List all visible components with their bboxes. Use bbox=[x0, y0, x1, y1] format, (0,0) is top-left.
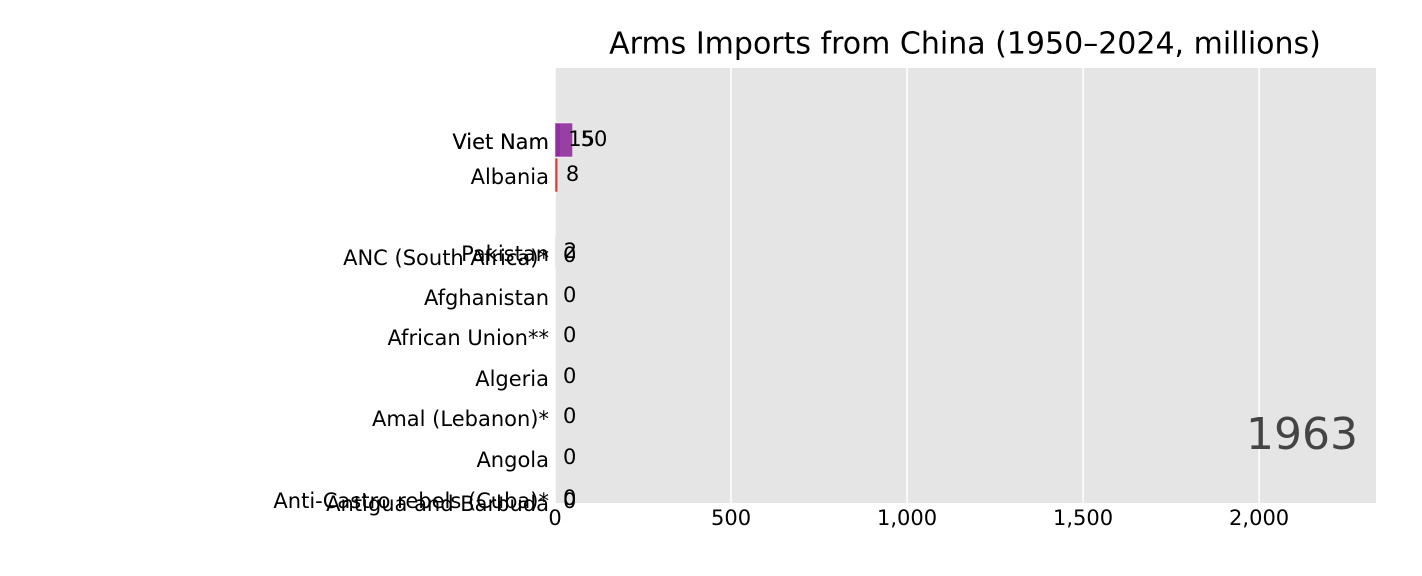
value-label: 0 bbox=[563, 364, 576, 388]
value-label: 0 bbox=[563, 445, 576, 469]
bars bbox=[554, 122, 573, 270]
value-label: 15 bbox=[568, 127, 595, 151]
value-label: 0 bbox=[563, 404, 576, 428]
category-label: Afghanistan bbox=[424, 286, 549, 310]
category-label: Viet Nam bbox=[452, 130, 549, 154]
value-label: 50 bbox=[581, 127, 608, 151]
x-tick-label: 1,000 bbox=[877, 506, 937, 530]
category-label: Anti-Castro rebels (Cuba)* bbox=[273, 489, 549, 513]
category-label: Antigua and Barbuda bbox=[326, 492, 549, 516]
year-label: 1963 bbox=[1246, 409, 1358, 460]
value-label: 8 bbox=[566, 162, 579, 186]
category-label: Viet Nam bbox=[452, 130, 549, 154]
value-label: 0 bbox=[563, 283, 576, 307]
bar bbox=[554, 234, 556, 270]
category-label: African Union** bbox=[387, 326, 549, 350]
bar bbox=[554, 157, 559, 193]
bar bbox=[554, 122, 573, 158]
category-label: Albania bbox=[471, 165, 549, 189]
category-label: Algeria bbox=[475, 367, 549, 391]
value-label: 0 bbox=[563, 323, 576, 347]
category-label: Angola bbox=[476, 448, 549, 472]
category-label: Amal (Lebanon)* bbox=[372, 407, 549, 431]
chart-title: Arms Imports from China (1950–2024, mill… bbox=[609, 27, 1321, 62]
x-tick-label: 500 bbox=[711, 506, 751, 530]
x-tick-label: 2,000 bbox=[1229, 506, 1289, 530]
plot-background bbox=[555, 68, 1376, 503]
value-label: 0 bbox=[563, 243, 576, 267]
x-tick-label: 0 bbox=[548, 506, 561, 530]
category-label: ANC (South Africa)* bbox=[343, 246, 549, 270]
value-label: 2 bbox=[564, 239, 577, 263]
value-label: 0 bbox=[563, 489, 576, 513]
category-label: Pakistan bbox=[461, 242, 549, 266]
x-tick-label: 1,500 bbox=[1053, 506, 1113, 530]
value-label: 0 bbox=[563, 486, 576, 510]
